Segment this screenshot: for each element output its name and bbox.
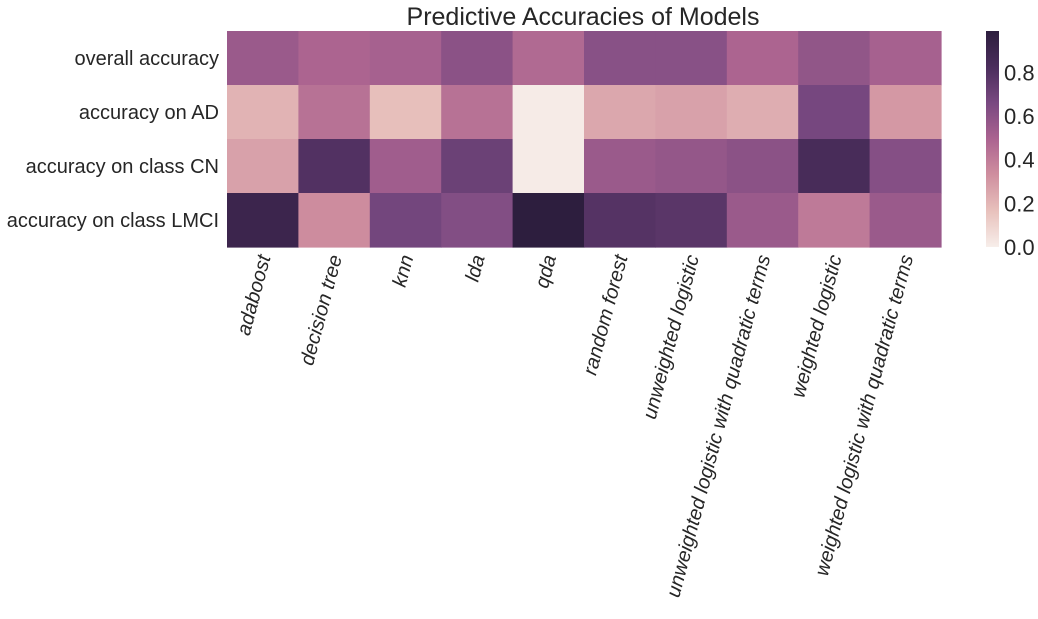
heatmap-cell — [655, 139, 728, 194]
heatmap-cell — [726, 85, 799, 140]
heatmap-cell — [655, 31, 728, 86]
column-label: random forest — [579, 251, 633, 377]
heatmap-cell — [441, 193, 514, 248]
heatmap-cell — [369, 193, 442, 248]
heatmap-cell — [227, 31, 299, 86]
heatmap-cell — [227, 139, 299, 194]
colorbar-tick-label: 0.2 — [1004, 191, 1035, 216]
heatmap-cell — [584, 85, 656, 140]
colorbar-ticks: 0.0 0.2 0.4 0.6 0.8 — [1004, 60, 1035, 260]
row-label: accuracy on AD — [79, 102, 219, 124]
heatmap-cell — [869, 139, 942, 194]
heatmap-cell — [584, 31, 656, 86]
colorbar — [986, 31, 999, 247]
column-label: qda — [531, 253, 561, 291]
heatmap-cell — [441, 31, 514, 86]
colorbar-tick-label: 0.4 — [1004, 148, 1035, 173]
row-label: overall accuracy — [74, 48, 219, 70]
heatmap-cell — [441, 139, 514, 194]
heatmap-cell — [655, 193, 728, 248]
heatmap-cell — [798, 139, 871, 194]
heatmap-cell — [512, 193, 585, 248]
heatmap-cell — [798, 193, 871, 248]
heatmap-cell — [512, 139, 585, 194]
heatmap-cells — [227, 31, 942, 248]
heatmap-cell — [369, 31, 442, 86]
heatmap-cell — [584, 193, 656, 248]
row-label: accuracy on class CN — [26, 156, 219, 178]
column-labels: adaboost decision tree knn lda qda random for… — [233, 251, 918, 600]
heatmap-cell — [298, 85, 371, 140]
heatmap-cell — [441, 85, 514, 140]
heatmap-cell — [726, 139, 799, 194]
row-label: accuracy on class LMCI — [7, 210, 219, 232]
colorbar-gradient — [986, 31, 999, 247]
column-label: lda — [462, 253, 490, 284]
chart-title: Predictive Accuracies of Models — [407, 3, 760, 31]
heatmap-cell — [584, 139, 656, 194]
colorbar-tick-label: 0.0 — [1004, 235, 1035, 260]
heatmap-cell — [655, 85, 728, 140]
column-label: knn — [389, 253, 419, 290]
heatmap-cell — [512, 31, 585, 86]
row-labels: overall accuracy accuracy on AD accuracy o… — [7, 48, 219, 232]
column-label: unweighted logistic — [639, 253, 704, 422]
column-label: adaboost — [233, 251, 276, 338]
heatmap-cell — [227, 85, 299, 140]
heatmap-cell — [298, 31, 371, 86]
heatmap-cell — [726, 31, 799, 86]
heatmap-cell — [512, 85, 585, 140]
heatmap-cell — [869, 193, 942, 248]
column-label: decision tree — [296, 253, 347, 368]
heatmap-cell — [369, 85, 442, 140]
heatmap-cell — [869, 85, 942, 140]
heatmap-cell — [369, 139, 442, 194]
heatmap-cell — [227, 193, 299, 248]
colorbar-tick-label: 0.6 — [1004, 104, 1035, 129]
colorbar-tick-label: 0.8 — [1004, 60, 1035, 85]
column-label: weighted logistic — [787, 253, 846, 400]
heatmap-cell — [726, 193, 799, 248]
heatmap-cell — [798, 85, 871, 140]
heatmap-cell — [298, 193, 371, 248]
heatmap-cell — [298, 139, 371, 194]
heatmap-cell — [798, 31, 871, 86]
heatmap-cell — [869, 31, 942, 86]
